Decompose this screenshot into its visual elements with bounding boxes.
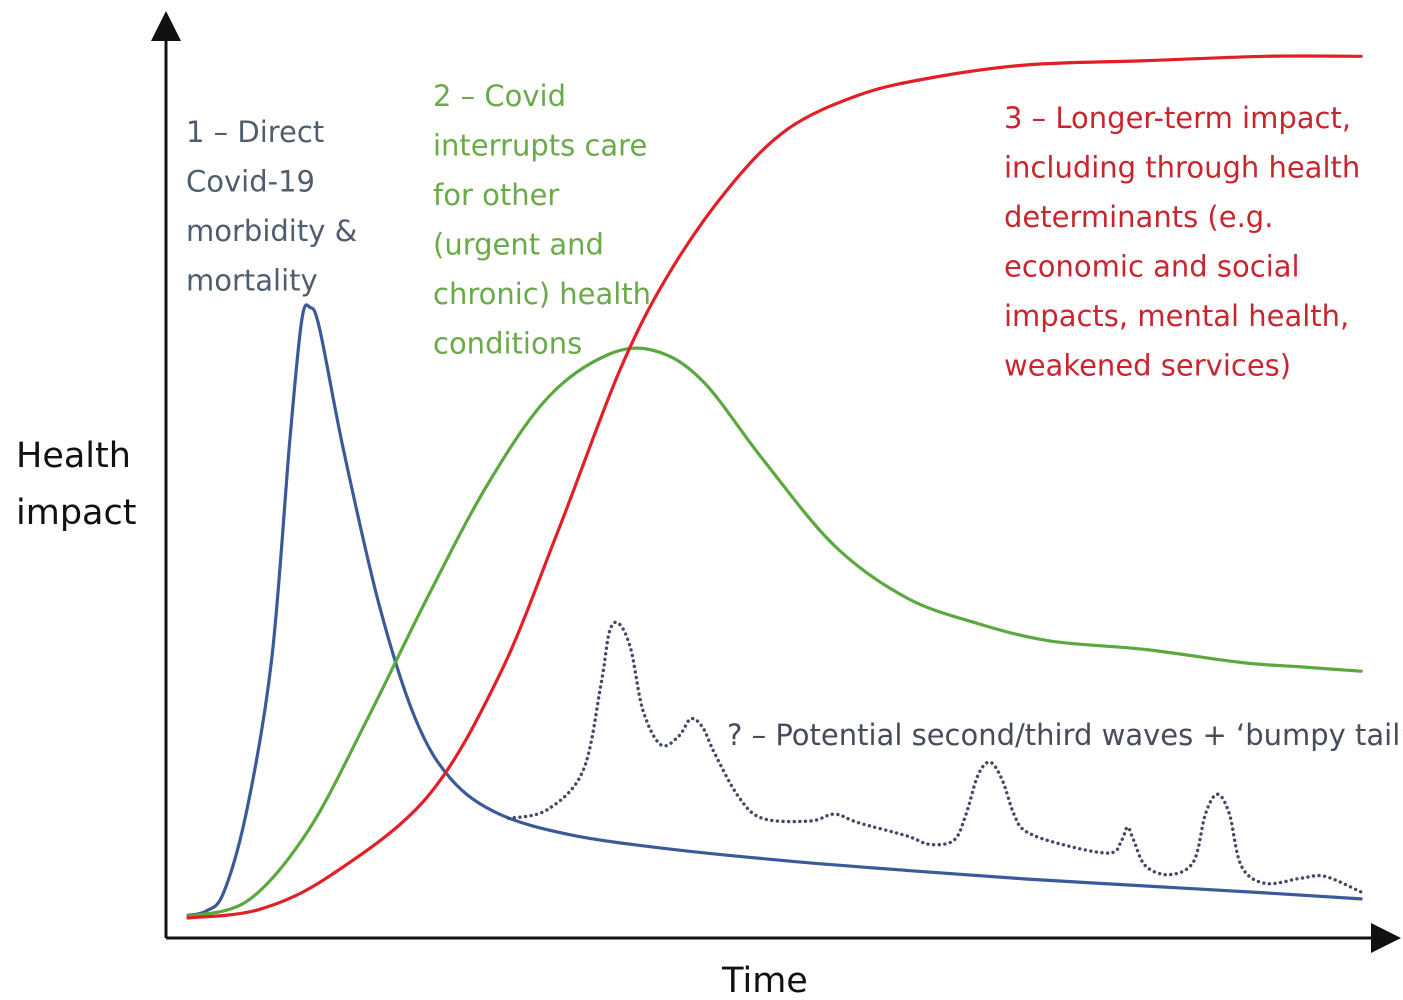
annotation-direct-line-1: 1 – Direct — [186, 115, 324, 149]
x-axis-label: Time — [721, 961, 808, 1000]
annotation-potential-waves: ? – Potential second/third waves + ‘bump… — [727, 718, 1403, 752]
annotation-longterm-line-5: impacts, mental health, — [1004, 299, 1349, 333]
annotation-direct-line-3: morbidity & — [186, 214, 357, 248]
annotation-longterm-line-1: 3 – Longer-term impact, — [1004, 101, 1351, 135]
annotation-care-line-6: conditions — [433, 327, 582, 361]
annotation-care-line-5: chronic) health — [433, 277, 651, 311]
annotation-interrupted-care: 2 – Covid interrupts care for other (urgent… — [433, 79, 651, 361]
y-axis-label-line-1: Health — [16, 436, 131, 476]
series-line-direct-covid — [186, 303, 1363, 917]
annotation-direct-line-4: mortality — [186, 264, 318, 298]
series-line-interrupted-care — [186, 346, 1363, 918]
annotation-longterm-line-3: determinants (e.g. — [1004, 200, 1273, 234]
annotation-direct-covid: 1 – Direct Covid-19 morbidity & mortality — [186, 115, 357, 298]
annotation-care-line-3: for other — [433, 178, 559, 212]
annotation-waves-line-1: ? – Potential second/third waves + ‘bump… — [727, 718, 1403, 752]
annotation-care-line-2: interrupts care — [433, 129, 647, 163]
annotation-care-line-1: 2 – Covid — [433, 79, 566, 113]
y-axis-label-line-2: impact — [16, 493, 136, 533]
annotation-longer-term-impact: 3 – Longer-term impact, including through… — [1004, 101, 1360, 383]
annotation-longterm-line-6: weakened services) — [1004, 349, 1291, 383]
series-line-longer-term-impact — [186, 54, 1363, 920]
annotation-care-line-4: (urgent and — [433, 228, 604, 262]
annotation-longterm-line-2: including through health — [1004, 151, 1360, 185]
series-line-potential-waves — [507, 620, 1363, 894]
annotation-direct-line-2: Covid-19 — [186, 165, 315, 199]
series-layer — [186, 54, 1363, 920]
annotation-longterm-line-4: economic and social — [1004, 250, 1300, 284]
